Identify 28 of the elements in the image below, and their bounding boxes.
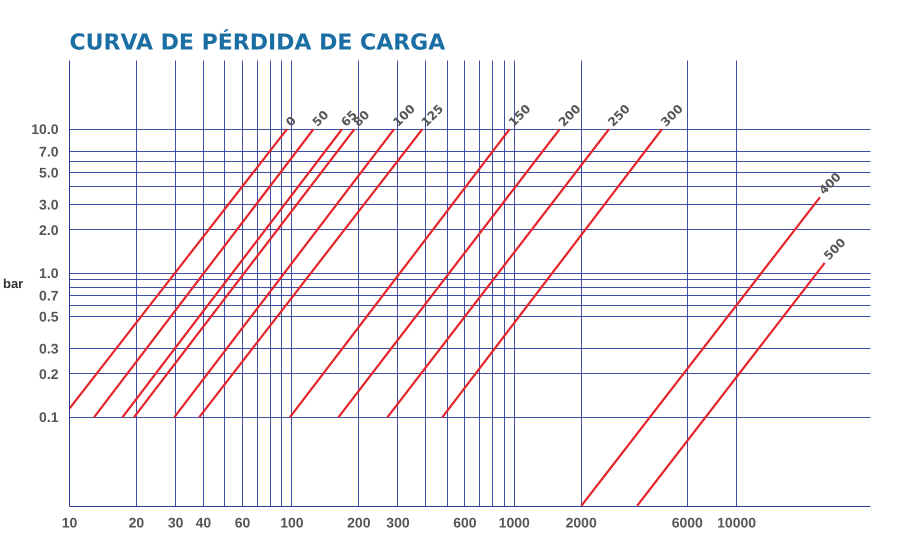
x-tick-label: 100 xyxy=(280,514,304,530)
y-tick-label: 0.2 xyxy=(39,366,59,382)
y-tick-label: 7.0 xyxy=(39,144,59,160)
x-tick-label: 30 xyxy=(168,514,184,530)
y-tick-label: 0.5 xyxy=(39,308,59,325)
x-tick-label: 300 xyxy=(386,514,410,530)
text: 0 xyxy=(283,114,299,130)
y-tick-label: 0.3 xyxy=(39,340,59,357)
x-tick-label: 10000 xyxy=(717,514,756,530)
x-tick-label: 2000 xyxy=(566,514,597,530)
x-tick-label: 600 xyxy=(453,514,477,530)
x-tick-label: 20 xyxy=(128,514,144,530)
y-tick-label: 1.0 xyxy=(39,265,59,282)
y-tick-label: 10.0 xyxy=(31,121,59,138)
text: 50 xyxy=(310,108,332,130)
y-axis-title: bar xyxy=(3,276,24,291)
x-tick-label: 200 xyxy=(347,514,371,530)
x-tick-label: 40 xyxy=(196,514,212,530)
y-tick-label: 0.1 xyxy=(39,409,59,426)
y-tick-label: 2.0 xyxy=(39,222,59,238)
x-tick-label: 6000 xyxy=(672,514,704,530)
chart-title: CURVA DE PÉRDIDA DE CARGA xyxy=(70,28,446,56)
y-tick-label: 5.0 xyxy=(39,164,59,181)
x-tick-label: 60 xyxy=(234,514,251,530)
y-tick-label: 3.0 xyxy=(39,196,59,213)
y-tick-label: 0.7 xyxy=(39,288,59,304)
x-tick-label: 10 xyxy=(62,514,78,530)
x-tick-label: 1000 xyxy=(498,514,530,530)
